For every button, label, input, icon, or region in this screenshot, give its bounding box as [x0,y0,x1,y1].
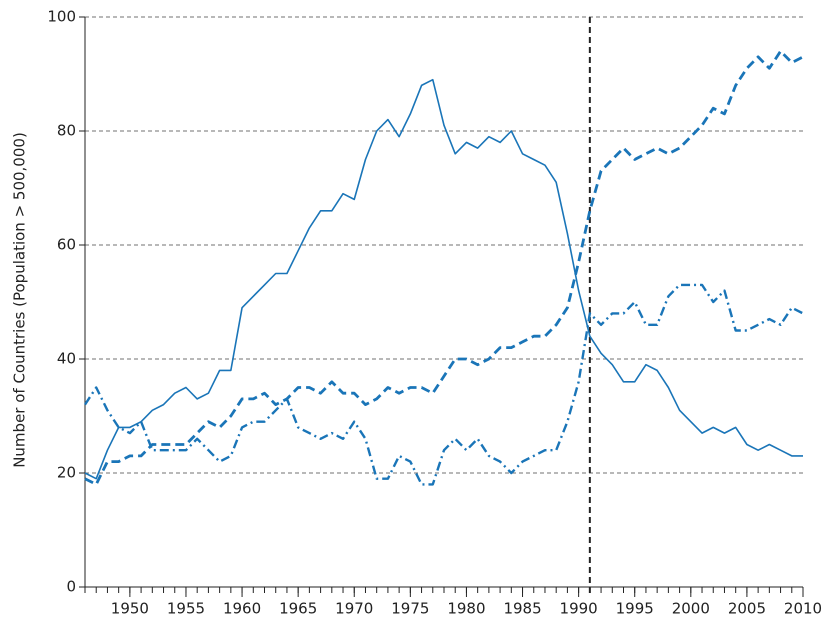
x-tick-label: 1970 [335,600,373,618]
y-tick-label: 40 [57,350,76,368]
y-axis-label: Number of Countries (Population > 500,00… [11,132,29,468]
x-tick-label: 1955 [167,600,205,618]
y-tick-label: 60 [57,236,76,254]
x-tick-label: 2010 [784,600,822,618]
series-line [84,49,804,486]
x-tick-label: 1985 [503,600,541,618]
x-tick-label: 1965 [279,600,317,618]
y-tick-label: 0 [66,578,76,596]
x-tick-label: 1975 [391,600,429,618]
y-tick-label: 20 [57,464,76,482]
x-tick-label: 1960 [223,600,261,618]
x-tick-label: 2000 [672,600,710,618]
series-line [83,283,804,486]
series-line [84,78,803,480]
x-tick-label: 1980 [447,600,485,618]
x-tick-label: 1990 [560,600,598,618]
x-tick-label: 1995 [616,600,654,618]
x-tick-label: 1950 [111,600,149,618]
y-tick-label: 80 [57,122,76,140]
y-tick-label: 100 [47,8,76,26]
x-tick-label: 2005 [728,600,766,618]
